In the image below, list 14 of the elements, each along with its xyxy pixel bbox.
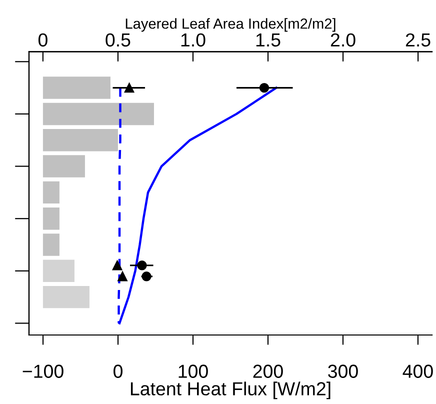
x2-tick-label: 0	[38, 33, 48, 47]
x2-tick-label: 1.0	[181, 33, 206, 47]
x2-tick-label: 1.5	[256, 34, 280, 47]
x-tick-label: 200	[253, 364, 283, 378]
x2-axis-title: Layered Leaf Area Index[m2/m2]	[126, 18, 336, 32]
x-tick-label: 400	[402, 364, 433, 378]
x-axis-title: Latent Heat Flux [W/m2]	[130, 382, 330, 400]
x-tick-label: −100	[22, 364, 64, 378]
x2-tick-label: 2.5	[406, 33, 430, 47]
x-tick-label: 0	[114, 364, 122, 378]
x2-tick-label: 2.0	[330, 33, 356, 47]
x-tick-label: 100	[178, 364, 208, 378]
x-tick-label: 300	[328, 364, 358, 378]
x2-tick-label: 0.5	[106, 33, 130, 47]
